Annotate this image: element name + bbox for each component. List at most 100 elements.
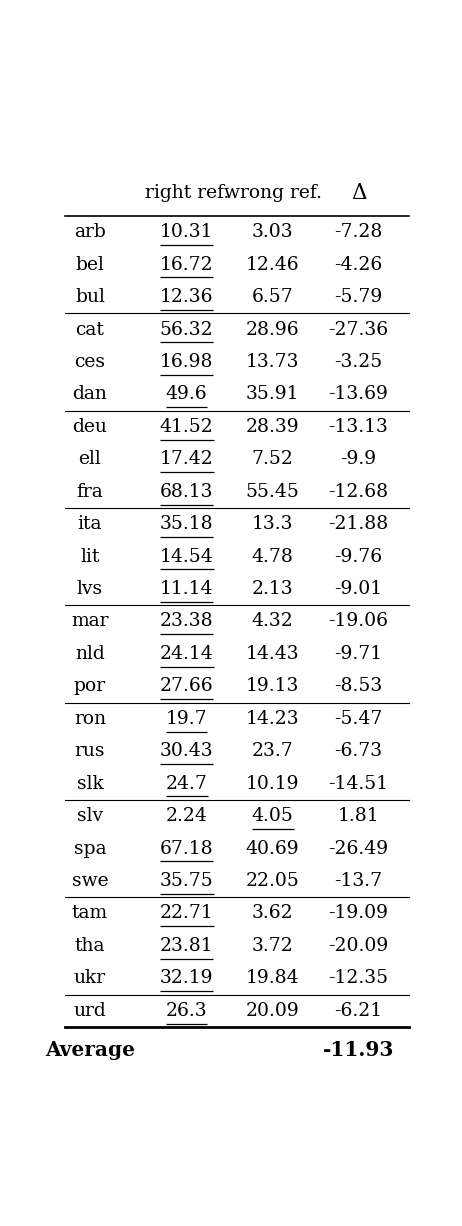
- Text: -20.09: -20.09: [328, 937, 389, 955]
- Text: -27.36: -27.36: [328, 320, 389, 338]
- Text: lit: lit: [80, 548, 100, 565]
- Text: 32.19: 32.19: [160, 970, 213, 987]
- Text: -19.09: -19.09: [328, 905, 389, 922]
- Text: 49.6: 49.6: [166, 385, 207, 403]
- Text: 14.43: 14.43: [246, 645, 299, 663]
- Text: Δ: Δ: [351, 183, 366, 205]
- Text: 2.13: 2.13: [252, 580, 293, 598]
- Text: 35.18: 35.18: [160, 515, 213, 533]
- Text: 12.46: 12.46: [246, 256, 299, 273]
- Text: 1.81: 1.81: [338, 807, 379, 825]
- Text: 4.78: 4.78: [252, 548, 293, 565]
- Text: -12.68: -12.68: [328, 483, 389, 500]
- Text: 3.03: 3.03: [252, 223, 293, 242]
- Text: -19.06: -19.06: [328, 613, 389, 630]
- Text: -26.49: -26.49: [328, 840, 389, 857]
- Text: 23.7: 23.7: [252, 742, 293, 760]
- Text: 20.09: 20.09: [246, 1002, 299, 1020]
- Text: -6.21: -6.21: [334, 1002, 383, 1020]
- Text: spa: spa: [73, 840, 106, 857]
- Text: 28.39: 28.39: [246, 418, 299, 436]
- Text: 24.7: 24.7: [166, 775, 207, 793]
- Text: 4.32: 4.32: [252, 613, 293, 630]
- Text: -21.88: -21.88: [328, 515, 389, 533]
- Text: 7.52: 7.52: [252, 450, 293, 468]
- Text: 13.73: 13.73: [246, 353, 299, 371]
- Text: 26.3: 26.3: [166, 1002, 207, 1020]
- Text: 14.23: 14.23: [246, 710, 299, 728]
- Text: 22.05: 22.05: [246, 872, 299, 890]
- Text: por: por: [74, 677, 106, 695]
- Text: ukr: ukr: [74, 970, 106, 987]
- Text: 35.91: 35.91: [246, 385, 299, 403]
- Text: dan: dan: [73, 385, 107, 403]
- Text: 67.18: 67.18: [160, 840, 213, 857]
- Text: bul: bul: [75, 288, 105, 306]
- Text: mar: mar: [71, 613, 109, 630]
- Text: 10.31: 10.31: [160, 223, 213, 242]
- Text: fra: fra: [77, 483, 103, 500]
- Text: urd: urd: [73, 1002, 106, 1020]
- Text: 13.3: 13.3: [252, 515, 293, 533]
- Text: -4.26: -4.26: [334, 256, 383, 273]
- Text: 10.19: 10.19: [246, 775, 299, 793]
- Text: 19.84: 19.84: [246, 970, 299, 987]
- Text: tha: tha: [75, 937, 105, 955]
- Text: 68.13: 68.13: [160, 483, 213, 500]
- Text: rus: rus: [75, 742, 105, 760]
- Text: -13.7: -13.7: [334, 872, 383, 890]
- Text: lvs: lvs: [77, 580, 103, 598]
- Text: -5.79: -5.79: [334, 288, 383, 306]
- Text: 28.96: 28.96: [246, 320, 299, 338]
- Text: -9.01: -9.01: [334, 580, 383, 598]
- Text: 56.32: 56.32: [160, 320, 213, 338]
- Text: -12.35: -12.35: [328, 970, 389, 987]
- Text: tam: tam: [72, 905, 108, 922]
- Text: ron: ron: [74, 710, 106, 728]
- Text: -9.76: -9.76: [334, 548, 383, 565]
- Text: bel: bel: [76, 256, 104, 273]
- Text: cat: cat: [76, 320, 104, 338]
- Text: -9.71: -9.71: [334, 645, 383, 663]
- Text: ces: ces: [74, 353, 105, 371]
- Text: swe: swe: [72, 872, 108, 890]
- Text: 23.81: 23.81: [160, 937, 213, 955]
- Text: 55.45: 55.45: [246, 483, 299, 500]
- Text: 6.57: 6.57: [252, 288, 293, 306]
- Text: ita: ita: [78, 515, 102, 533]
- Text: -5.47: -5.47: [334, 710, 383, 728]
- Text: slv: slv: [77, 807, 103, 825]
- Text: 17.42: 17.42: [160, 450, 213, 468]
- Text: -6.73: -6.73: [334, 742, 383, 760]
- Text: 41.52: 41.52: [160, 418, 213, 436]
- Text: deu: deu: [73, 418, 107, 436]
- Text: -11.93: -11.93: [323, 1040, 394, 1059]
- Text: wrong ref.: wrong ref.: [224, 184, 322, 202]
- Text: 24.14: 24.14: [160, 645, 213, 663]
- Text: 14.54: 14.54: [160, 548, 213, 565]
- Text: 35.75: 35.75: [160, 872, 213, 890]
- Text: 30.43: 30.43: [160, 742, 213, 760]
- Text: -9.9: -9.9: [340, 450, 377, 468]
- Text: 16.98: 16.98: [160, 353, 213, 371]
- Text: 12.36: 12.36: [160, 288, 213, 306]
- Text: nld: nld: [75, 645, 105, 663]
- Text: -14.51: -14.51: [328, 775, 389, 793]
- Text: 40.69: 40.69: [246, 840, 299, 857]
- Text: 3.72: 3.72: [252, 937, 293, 955]
- Text: 11.14: 11.14: [160, 580, 213, 598]
- Text: 2.24: 2.24: [166, 807, 207, 825]
- Text: -13.13: -13.13: [328, 418, 389, 436]
- Text: right ref.: right ref.: [145, 184, 229, 202]
- Text: slk: slk: [77, 775, 103, 793]
- Text: ell: ell: [79, 450, 101, 468]
- Text: -8.53: -8.53: [334, 677, 383, 695]
- Text: 3.62: 3.62: [252, 905, 293, 922]
- Text: arb: arb: [74, 223, 106, 242]
- Text: 19.7: 19.7: [166, 710, 207, 728]
- Text: 16.72: 16.72: [160, 256, 213, 273]
- Text: -3.25: -3.25: [334, 353, 383, 371]
- Text: 4.05: 4.05: [252, 807, 293, 825]
- Text: 19.13: 19.13: [246, 677, 299, 695]
- Text: 22.71: 22.71: [160, 905, 213, 922]
